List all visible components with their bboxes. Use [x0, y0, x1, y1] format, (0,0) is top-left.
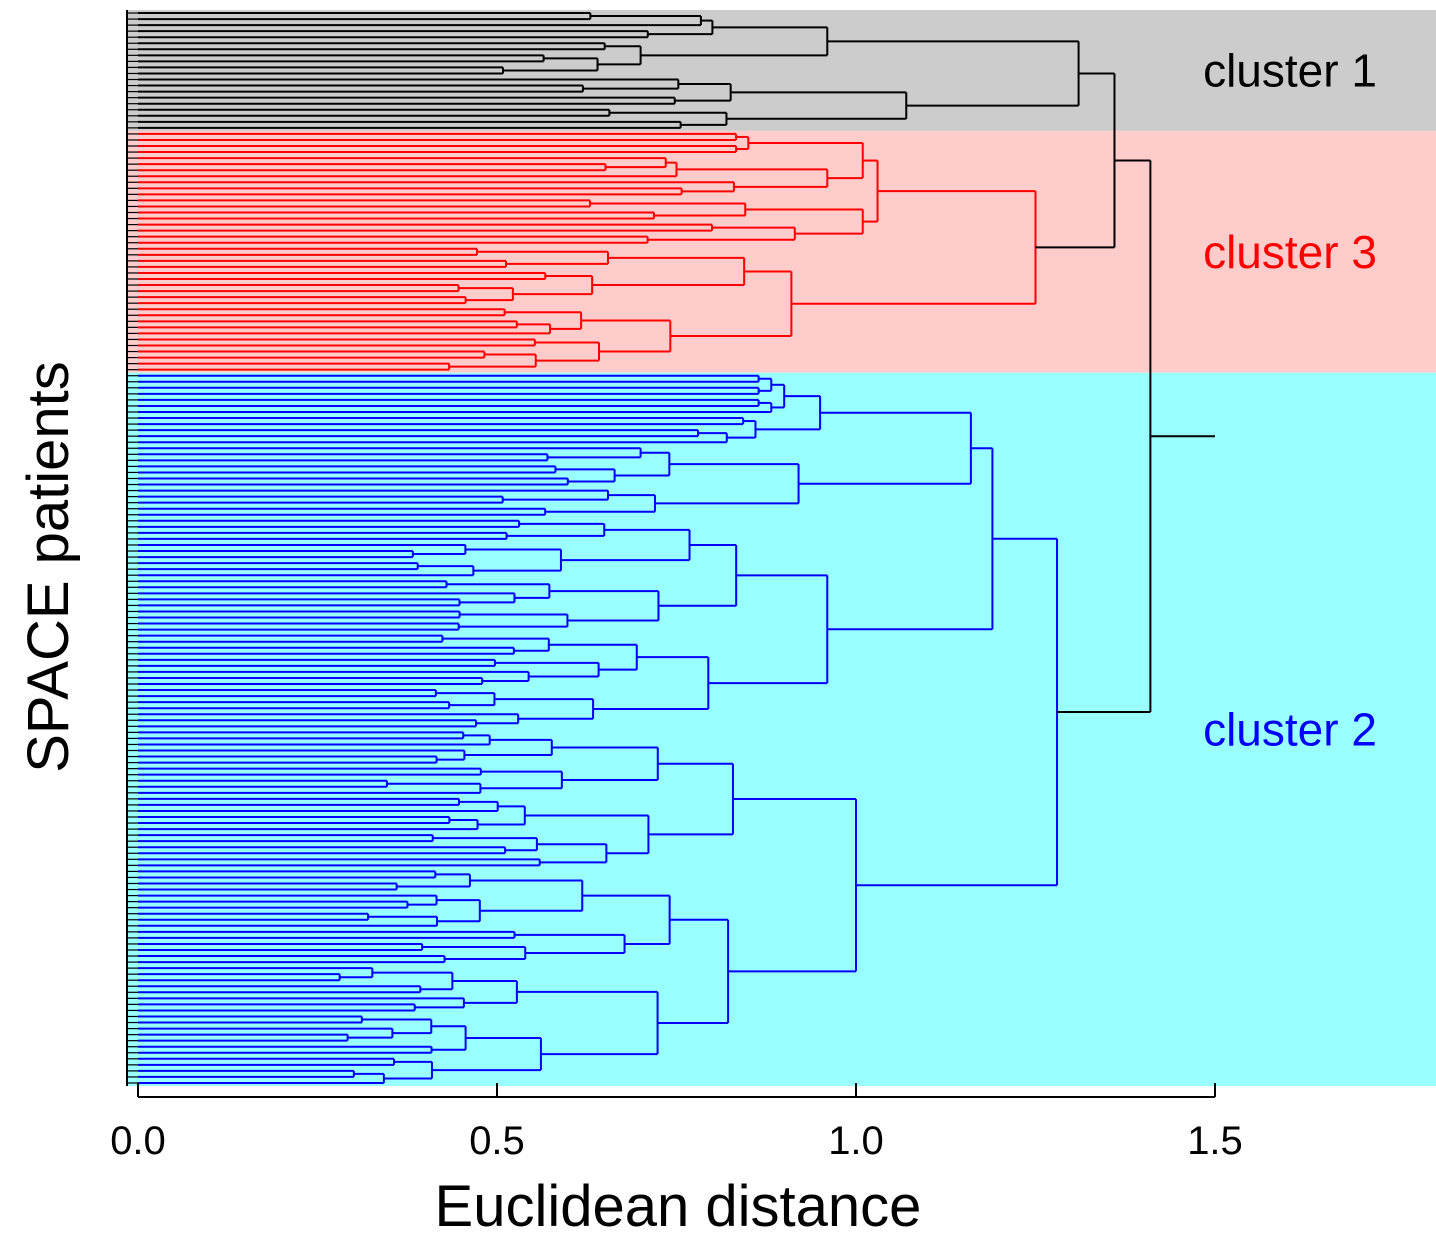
x-axis-label: Euclidean distance — [435, 1174, 922, 1234]
cluster-label: cluster 1 — [1203, 44, 1377, 96]
dendrogram-links — [138, 12, 1215, 1084]
x-tick-label: 0.0 — [110, 1119, 166, 1163]
x-tick-label: 0.5 — [469, 1119, 525, 1163]
cluster-labels: cluster 1 cluster 3 cluster 2 — [1203, 44, 1377, 755]
cluster-bands — [127, 10, 1436, 1086]
x-axis: 0.0 0.5 1.0 1.5 — [110, 10, 1243, 1163]
y-axis-label: SPACE patients — [16, 361, 81, 773]
cluster-label: cluster 2 — [1203, 703, 1377, 755]
cluster-label: cluster 3 — [1203, 226, 1377, 278]
cluster-band — [127, 130, 1436, 373]
leaf-ticks — [127, 12, 138, 1084]
cluster-band — [127, 372, 1436, 1086]
x-tick-label: 1.0 — [828, 1119, 884, 1163]
cluster-band — [127, 10, 1436, 131]
x-tick-label: 1.5 — [1187, 1119, 1243, 1163]
